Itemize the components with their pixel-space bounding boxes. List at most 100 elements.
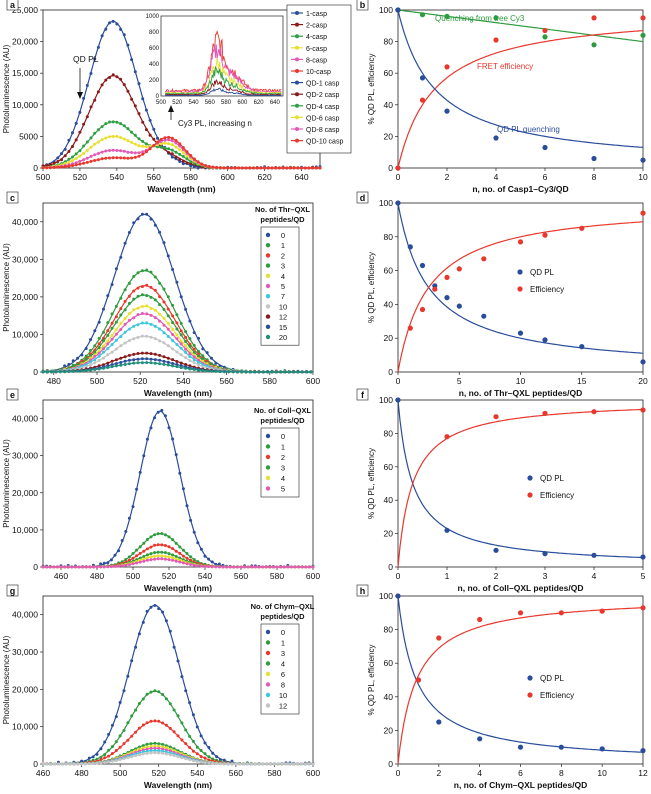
data-point [71,159,74,162]
data-point [160,550,164,554]
data-point [192,361,196,365]
data-point [71,155,74,159]
data-point [71,164,74,168]
data-point [48,163,52,166]
data-point [89,349,92,352]
data-point [115,156,119,160]
data-point [138,551,142,555]
data-point [106,366,110,369]
fit-line [397,595,644,753]
data-point [145,283,149,287]
data-point [137,112,141,116]
data-point [419,306,426,313]
data-point [127,516,131,520]
data-point [102,561,106,565]
data-point [192,343,196,347]
data-point [140,351,144,355]
data-point [156,136,159,140]
data-point [134,754,138,758]
data-point [159,145,163,149]
data-point [81,565,85,569]
data-point [168,726,172,730]
data-point [253,565,257,569]
data-point [99,562,103,566]
data-point [158,327,162,331]
data-point [171,268,175,271]
data-point [227,370,231,374]
data-point [207,761,211,765]
data-point [152,137,156,141]
y-axis-label: % QD PL, efficiency [367,252,376,323]
data-point [225,565,229,569]
data-point [137,151,141,155]
data-point [137,137,141,141]
legend-swatch-marker [265,692,271,698]
data-point [244,166,248,170]
data-point [185,150,189,154]
data-point [78,154,82,158]
data-point [152,144,156,147]
data-point [181,146,185,150]
data-point [106,353,110,357]
series-line [43,544,313,568]
data-point [493,547,499,553]
data-point [93,354,97,358]
data-point [74,138,78,142]
data-point [120,564,124,568]
y-tick-label: 20,000 [12,488,38,498]
y-tick-label: 100 [379,5,393,15]
x-tick-label: 10 [516,376,526,386]
data-point [226,762,230,766]
x-tick-label: 600 [306,768,320,778]
data-point [145,609,149,613]
fit-line [397,607,644,765]
data-point [158,295,162,299]
data-point [257,565,261,569]
data-point [49,762,53,766]
inset-series-line [164,79,282,96]
inset-frame [160,15,284,97]
x-tick-label: 2 [445,172,450,182]
data-point [157,749,161,753]
y-tick-label: 5000 [19,131,38,141]
data-point [210,560,214,564]
data-point [144,150,148,154]
data-point [135,487,139,491]
data-point [115,149,119,152]
data-point [158,362,162,366]
data-point [56,165,60,169]
data-point [145,268,149,272]
data-point [185,161,189,165]
data-point [127,301,131,305]
data-point [244,370,248,374]
data-point [100,138,104,142]
y-axis-label: Photoluminescence (AU) [2,635,11,724]
data-point [300,565,304,569]
y-tick-label: 0 [33,367,38,377]
plot-frame [397,9,644,169]
data-point [114,332,118,336]
data-point [102,356,105,360]
data-point [195,745,199,749]
inset-y-tick-label: 200 [149,78,160,84]
data-point [199,564,203,568]
data-point [115,120,119,124]
annotation: QD PL quenching [497,125,560,134]
legend-swatch-marker [295,138,299,143]
data-point [153,316,157,320]
data-point [282,565,286,569]
data-point [178,160,182,163]
data-point [67,370,71,373]
data-point [542,337,548,343]
data-point [215,166,219,169]
data-point [591,42,597,48]
data-point [145,351,149,355]
inset-x-tick-label: 600 [237,100,248,106]
data-point [80,759,84,763]
data-point [142,555,146,558]
y-tick-label: 20,000 [12,292,38,302]
y-tick-label: 20 [384,725,394,735]
data-point [171,364,175,368]
data-point [119,335,123,339]
y-tick-label: 10,000 [12,329,38,339]
